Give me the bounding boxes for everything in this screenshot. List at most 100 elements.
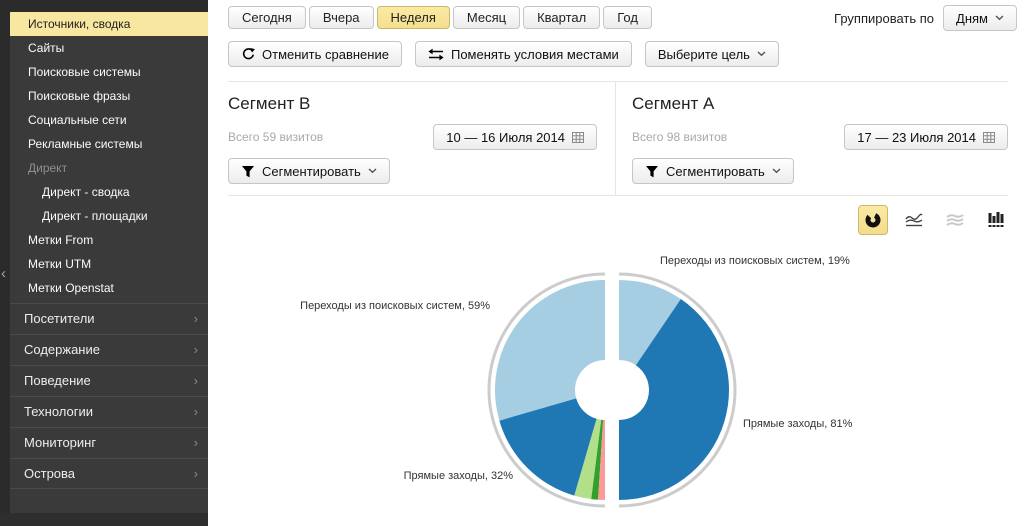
group-by-control: Группировать по Дням (834, 5, 1017, 31)
comparison-actions: Отменить сравнение Поменять условия мест… (228, 41, 779, 67)
segment-b-segment-button[interactable]: Сегментировать (228, 158, 390, 184)
sidebar-bottom-strip (0, 513, 208, 526)
segment-a-title: Сегмент A (632, 94, 715, 113)
sidebar-item-ad-systems[interactable]: Рекламные системы (28, 137, 143, 151)
sidebar-item-direct-summary[interactable]: Директ - сводка (42, 185, 130, 199)
calendar-icon (572, 132, 584, 143)
comparison-pie-chart (487, 272, 737, 508)
chevron-right-icon: › (193, 466, 198, 481)
sidebar-collapse-handle[interactable]: ‹ (0, 0, 10, 526)
chevron-right-icon: › (193, 373, 198, 388)
sidebar-item-sources-summary[interactable]: Источники, сводка (10, 12, 208, 36)
sidebar-section-content[interactable]: Содержание › (10, 334, 208, 365)
refresh-icon (242, 48, 255, 60)
tab-yesterday[interactable]: Вчера (308, 6, 374, 29)
pie-slice (619, 299, 729, 500)
pie-label-segment-a-direct: Прямые заходы, 81% (743, 418, 853, 430)
segments-panel: Сегмент B Всего 59 визитов 10 — 16 Июля … (208, 82, 1024, 195)
segment-button-label: Сегментировать (262, 163, 361, 179)
period-tabs: Сегодня Вчера Неделя Месяц Квартал Год (228, 6, 652, 29)
pie-slice (495, 280, 605, 421)
pie-slice (499, 398, 597, 496)
sidebar-top-strip (10, 0, 208, 12)
swap-conditions-label: Поменять условия местами (450, 46, 619, 62)
tab-today[interactable]: Сегодня (228, 6, 306, 29)
date-range-text: 17 — 23 Июля 2014 (857, 129, 976, 145)
sidebar-menu: Источники, сводка Сайты Поисковые систем… (10, 0, 208, 489)
sidebar-section-islands[interactable]: Острова › (10, 458, 208, 489)
sidebar-item-search-phrases[interactable]: Поисковые фразы (28, 89, 131, 103)
chart-type-switcher (858, 205, 1011, 235)
segment-b-date-range-button[interactable]: 10 — 16 Июля 2014 (433, 124, 597, 150)
chevron-down-icon (995, 15, 1004, 21)
segment-b-panel: Сегмент B Всего 59 визитов 10 — 16 Июля … (228, 82, 616, 195)
group-by-dropdown[interactable]: Дням (943, 5, 1017, 31)
sidebar-item-tags-from[interactable]: Метки From (28, 233, 94, 247)
segments-divider (228, 195, 1008, 196)
funnel-icon (646, 165, 658, 177)
group-by-value: Дням (956, 10, 988, 26)
sidebar-item-sites[interactable]: Сайты (28, 41, 65, 55)
sidebar: ‹ Источники, сводка Сайты Поисковые сист… (0, 0, 208, 526)
sidebar-item-tags-openstat[interactable]: Метки Openstat (28, 281, 114, 295)
pie-label-segment-b-search: Переходы из поисковых систем, 59% (300, 300, 490, 312)
segment-b-total-visits: Всего 59 визитов (228, 130, 324, 144)
section-label: Острова (24, 466, 76, 481)
chevron-right-icon: › (193, 311, 198, 326)
tab-quarter[interactable]: Квартал (523, 6, 601, 29)
chart-type-line-button[interactable] (899, 205, 929, 235)
swap-arrows-icon (428, 48, 444, 60)
sidebar-item-social-networks[interactable]: Социальные сети (28, 113, 127, 127)
choose-goal-dropdown[interactable]: Выберите цель (644, 41, 779, 67)
pie-slice (591, 419, 604, 500)
toolbar-divider (228, 81, 1008, 82)
chart-type-pie-button[interactable] (858, 205, 888, 235)
section-label: Содержание (24, 342, 100, 357)
tab-week[interactable]: Неделя (376, 6, 450, 29)
donut-chart-icon (865, 212, 881, 228)
chevron-down-icon (772, 168, 781, 174)
sidebar-section-monitoring[interactable]: Мониторинг › (10, 427, 208, 458)
chevron-down-icon (368, 168, 377, 174)
chevron-right-icon: › (193, 404, 198, 419)
cancel-compare-label: Отменить сравнение (262, 46, 389, 62)
tab-year[interactable]: Год (603, 6, 652, 29)
segment-a-segment-button[interactable]: Сегментировать (632, 158, 794, 184)
pie-label-segment-a-search: Переходы из поисковых систем, 19% (660, 255, 850, 267)
sidebar-item-search-engines[interactable]: Поисковые системы (28, 65, 141, 79)
sidebar-section-technologies[interactable]: Технологии › (10, 396, 208, 427)
pie-slice (598, 419, 605, 500)
segment-a-date-range-button[interactable]: 17 — 23 Июля 2014 (844, 124, 1008, 150)
chevron-left-icon: ‹ (1, 265, 6, 282)
cancel-compare-button[interactable]: Отменить сравнение (228, 41, 402, 67)
sidebar-item-direct-platforms[interactable]: Директ - площадки (42, 209, 148, 223)
sidebar-sections: Посетители › Содержание › Поведение › Те… (10, 303, 208, 489)
chart-type-area-button[interactable] (940, 205, 970, 235)
chart-area: Переходы из поисковых систем, 59% Перехо… (208, 196, 1024, 526)
segment-a-panel: Сегмент A Всего 98 визитов 17 — 23 Июля … (616, 82, 1024, 195)
segment-b-title: Сегмент B (228, 94, 311, 113)
chevron-right-icon: › (193, 342, 198, 357)
choose-goal-label: Выберите цель (657, 46, 750, 62)
sidebar-section-behavior[interactable]: Поведение › (10, 365, 208, 396)
group-by-label: Группировать по (834, 10, 935, 26)
chart-type-bars-button[interactable] (981, 205, 1011, 235)
pie-label-segment-b-direct: Прямые заходы, 32% (403, 470, 513, 482)
section-label: Технологии (24, 404, 94, 419)
date-range-text: 10 — 16 Июля 2014 (446, 129, 565, 145)
pie-slice (619, 280, 681, 366)
sidebar-section-visitors[interactable]: Посетители › (10, 303, 208, 334)
tab-month[interactable]: Месяц (452, 6, 521, 29)
section-label: Поведение (24, 373, 91, 388)
chevron-right-icon: › (193, 435, 198, 450)
line-chart-icon (905, 213, 923, 227)
segment-a-total-visits: Всего 98 визитов (632, 130, 728, 144)
sidebar-item-tags-utm[interactable]: Метки UTM (28, 257, 92, 271)
segment-button-label: Сегментировать (666, 163, 765, 179)
swap-conditions-button[interactable]: Поменять условия местами (414, 41, 632, 67)
bar-chart-icon (988, 212, 1004, 227)
main-content: Сегодня Вчера Неделя Месяц Квартал Год Г… (208, 0, 1024, 526)
section-label: Посетители (24, 311, 95, 326)
sidebar-item-direct[interactable]: Директ (28, 161, 68, 175)
